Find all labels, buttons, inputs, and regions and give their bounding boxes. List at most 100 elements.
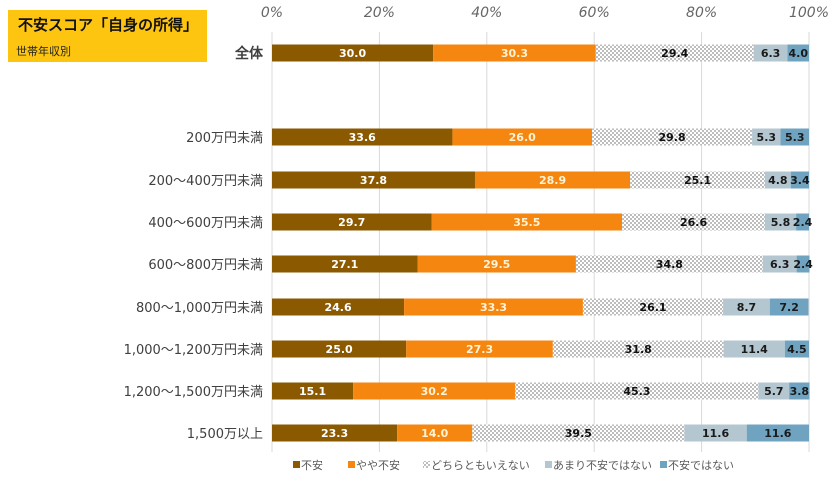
data-label: 30.2 [421, 385, 448, 398]
bar-segment [406, 340, 553, 358]
bar-segment [417, 255, 576, 273]
bar-segment [433, 44, 596, 62]
data-label: 39.5 [565, 427, 592, 440]
x-tick-label: 20% [364, 5, 395, 21]
bar-segment [474, 171, 631, 189]
data-label: 5.3 [757, 131, 777, 144]
bar-row: 24.6 33.3 26.1 8.7 7.2 [272, 298, 809, 316]
category-label: 1,500万以上 [187, 427, 263, 442]
bar-segment [764, 171, 791, 189]
data-label: 25.1 [684, 174, 711, 187]
data-label: 15.1 [299, 385, 326, 398]
data-label: 5.3 [785, 131, 805, 144]
bar-segment [758, 382, 790, 400]
bar-segment [746, 424, 809, 442]
bar-segment [272, 128, 453, 146]
legend-label: 不安ではない [668, 458, 734, 472]
x-tick-label: 60% [579, 5, 610, 21]
data-label: 30.3 [501, 47, 528, 60]
data-label: 11.6 [702, 427, 729, 440]
data-label: 2.4 [793, 216, 813, 229]
bar-segment [796, 255, 810, 273]
bar-segment [592, 128, 753, 146]
data-label: 14.0 [421, 427, 448, 440]
data-label: 45.3 [623, 385, 650, 398]
bar-segment [796, 213, 809, 231]
legend-item: 不安ではない [660, 458, 734, 472]
bar-row: 15.1 30.2 45.3 5.7 3.8 [272, 382, 810, 400]
bar-segment [552, 340, 724, 358]
data-label: 4.5 [787, 343, 807, 356]
x-tick-label: 80% [686, 5, 717, 21]
data-label: 7.2 [779, 301, 799, 314]
bar-segment [582, 298, 724, 316]
bar-segment [723, 298, 770, 316]
legend-swatch [545, 461, 552, 468]
bar-segment [272, 44, 434, 62]
legend-swatch [423, 461, 430, 468]
data-label: 37.8 [360, 174, 387, 187]
data-label: 35.5 [513, 216, 540, 229]
x-tick-label: 100% [789, 5, 829, 21]
bar-segment [784, 340, 809, 358]
data-label: 26.1 [639, 301, 666, 314]
bar-segment [431, 213, 623, 231]
bar-segment [272, 255, 418, 273]
bar-segment [472, 424, 685, 442]
legend-item: 不安 [293, 458, 323, 472]
title-box: 不安スコア「自身の所得」 世帯年収別 [8, 10, 207, 62]
category-label: 200万円未満 [186, 131, 263, 146]
data-label: 31.8 [625, 343, 652, 356]
bar-row: 33.6 26.0 29.8 5.3 5.3 [272, 128, 809, 146]
legend-label: どちらともいえない [431, 459, 530, 472]
bar-segment [787, 44, 809, 62]
data-label: 11.6 [764, 427, 791, 440]
category-label: 800～1,000万円未満 [136, 301, 263, 316]
bar-segment [790, 171, 809, 189]
data-label: 30.0 [339, 47, 366, 60]
bar-row: 37.8 28.9 25.1 4.8 3.4 [272, 171, 810, 189]
x-tick-label: 0% [261, 5, 283, 21]
data-label: 6.3 [761, 47, 781, 60]
category-labels: 全体 200万円未満 200～400万円未満 400～600万円未満 600～800万円… [124, 45, 264, 442]
data-label: 8.7 [737, 301, 757, 314]
data-label: 33.3 [480, 301, 507, 314]
data-label: 5.7 [764, 385, 784, 398]
bar-segment [769, 298, 809, 316]
data-label: 3.8 [790, 385, 810, 398]
data-label: 26.6 [680, 216, 707, 229]
data-label: 24.6 [324, 301, 351, 314]
bar-row: 29.7 35.5 26.6 5.8 2.4 [272, 213, 813, 231]
bar-segment [515, 382, 759, 400]
bar-segment [452, 128, 593, 146]
category-label: 400～600万円未満 [148, 216, 263, 231]
legend-item: やや不安 [348, 458, 400, 472]
x-tick-label: 40% [471, 5, 502, 21]
bar-row: 30.0 30.3 29.4 6.3 4.0 [272, 44, 809, 62]
category-label: 600～800万円未満 [148, 258, 263, 273]
data-label: 23.3 [321, 427, 348, 440]
data-label: 28.9 [539, 174, 566, 187]
data-label: 26.0 [509, 131, 536, 144]
bars: 30.0 30.3 29.4 6.3 4.0 33.6 26.0 29.8 5.3 5.3 37.8… [272, 44, 813, 442]
legend-label: あまり不安ではない [553, 458, 652, 472]
data-label: 29.7 [338, 216, 365, 229]
bar-segment [272, 213, 432, 231]
legend-swatch [293, 461, 300, 468]
bar-segment [752, 128, 781, 146]
bar-segment [272, 340, 407, 358]
bar-segment [684, 424, 747, 442]
data-label: 34.8 [656, 258, 683, 271]
legend: 不安 やや不安 どちらともいえない あまり不安ではない 不安ではない [293, 458, 734, 472]
category-label: 1,200～1,500万円未満 [124, 385, 263, 400]
bar-row: 25.0 27.3 31.8 11.4 4.5 [272, 340, 809, 358]
data-label: 4.8 [768, 174, 788, 187]
bar-segment [762, 255, 797, 273]
data-label: 33.6 [349, 131, 376, 144]
legend-swatch [660, 461, 667, 468]
data-label: 6.3 [770, 258, 790, 271]
data-label: 3.4 [790, 174, 810, 187]
bar-segment [789, 382, 810, 400]
bar-row: 23.3 14.0 39.5 11.6 11.6 [272, 424, 809, 442]
